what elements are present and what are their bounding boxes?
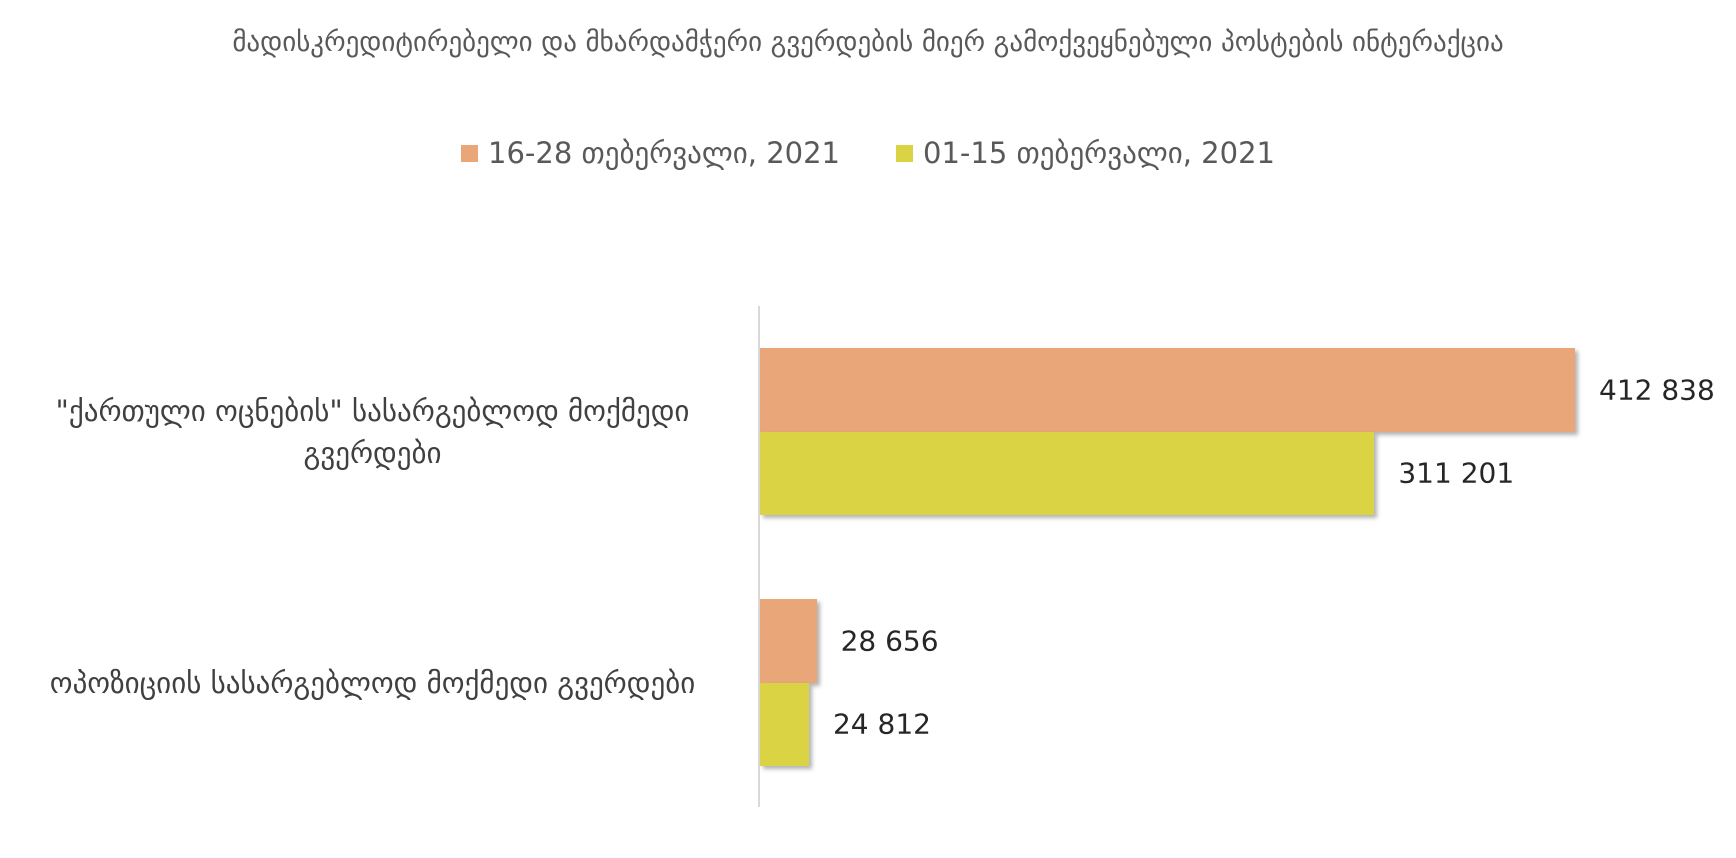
bar: [760, 348, 1575, 432]
legend-swatch: [461, 144, 479, 162]
category-label: ოპოზიციის სასარგებლოდ მოქმედი გვერდები: [49, 665, 696, 700]
data-label: 24 812: [832, 707, 931, 741]
legend: 16-28 თებერვალი, 2021 01-15 თებერვალი, 20…: [0, 136, 1736, 170]
bar: [760, 431, 1375, 515]
data-label: 412 838: [1599, 373, 1715, 407]
category-axis: [758, 306, 760, 807]
legend-label: 16-28 თებერვალი, 2021: [488, 136, 840, 170]
chart-title: მადისკრედიტირებელი და მხარდამჭერი გვერდე…: [232, 27, 1504, 58]
legend-item: 01-15 თებერვალი, 2021: [896, 136, 1275, 170]
legend-swatch: [896, 144, 913, 162]
data-label: 28 656: [840, 624, 939, 658]
category-label: "ქართული ოცნების" სასარგებლოდ მოქმედი გვ…: [55, 393, 690, 470]
data-label: 311 201: [1398, 456, 1515, 490]
legend-label: 01-15 თებერვალი, 2021: [923, 136, 1275, 170]
legend-item: 16-28 თებერვალი, 2021: [461, 136, 840, 170]
bar: [760, 682, 809, 766]
bar: [760, 599, 817, 683]
